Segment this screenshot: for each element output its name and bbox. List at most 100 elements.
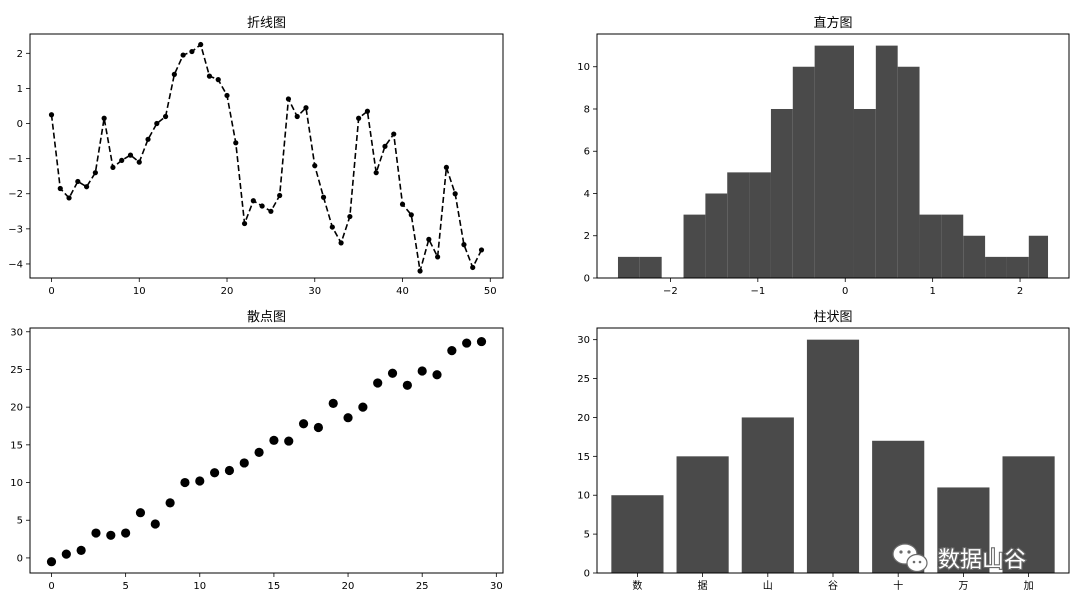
line-point <box>171 71 177 77</box>
histogram-bar <box>727 172 750 278</box>
x-tick-label: −1 <box>750 286 765 297</box>
scatter-point <box>447 346 457 356</box>
y-tick-label: 15 <box>577 452 590 463</box>
line-point <box>101 115 107 121</box>
y-tick-label: 25 <box>10 365 23 376</box>
scatter-point <box>284 436 294 446</box>
line-point <box>443 164 449 171</box>
y-tick-label: 4 <box>584 189 590 200</box>
line-point <box>250 198 256 204</box>
x-tick-label: 2 <box>1017 286 1023 297</box>
histogram-bar <box>853 108 876 279</box>
line-point <box>417 268 423 274</box>
bar <box>611 495 664 573</box>
scatter-point <box>432 370 442 380</box>
line-point <box>277 192 283 199</box>
y-tick-label: 25 <box>577 374 590 385</box>
y-tick-label: 5 <box>17 516 23 527</box>
line-point <box>382 143 388 149</box>
scatter-point <box>121 528 131 538</box>
x-tick-label: 50 <box>484 286 497 297</box>
bar <box>676 456 729 573</box>
line-point <box>224 92 230 99</box>
x-tick-label: 15 <box>268 581 281 592</box>
axes-frame <box>29 33 504 279</box>
y-tick-label: −2 <box>8 189 23 200</box>
histogram-bar <box>897 66 920 278</box>
x-tick-label: 10 <box>133 286 146 297</box>
x-tick-label: 30 <box>308 286 321 297</box>
axes-frame <box>596 327 1070 574</box>
scatter-point <box>476 336 487 347</box>
bar <box>741 417 794 573</box>
scatter-point <box>269 435 279 445</box>
scatter-point <box>135 508 146 518</box>
line-point <box>259 203 265 209</box>
scatter-point <box>462 338 472 348</box>
line-point <box>127 152 134 158</box>
x-tick-label: 据 <box>698 579 708 592</box>
scatter-point <box>150 519 160 529</box>
scatter-point <box>106 530 116 540</box>
line-point <box>162 113 169 120</box>
x-tick-label: 1 <box>929 286 935 297</box>
line-point <box>399 201 406 207</box>
line-point <box>119 157 125 163</box>
line-point <box>364 108 371 114</box>
y-tick-label: −4 <box>8 259 23 270</box>
histogram-bar <box>749 172 771 278</box>
histogram-bar <box>875 45 898 278</box>
chart-title: 直方图 <box>813 15 852 31</box>
y-tick-label: 30 <box>577 335 590 346</box>
histogram-bar <box>941 214 964 278</box>
y-tick-label: −1 <box>8 154 23 165</box>
scatter-point <box>210 468 220 478</box>
scatter-point <box>402 380 412 390</box>
watermark: 数据山谷 <box>892 543 1027 574</box>
x-tick-label: 30 <box>490 581 503 592</box>
histogram-bar <box>919 214 942 278</box>
chart-3: 散点图 0 5 10 15 20 25 30 0 5 10 15 20 25 30 <box>10 310 504 592</box>
line-point <box>320 194 327 200</box>
line-point <box>470 264 476 271</box>
line-point <box>408 212 414 218</box>
scatter-point <box>254 447 264 457</box>
chart-title: 折线图 <box>247 16 286 31</box>
y-tick-label: 8 <box>584 104 590 115</box>
line-point <box>435 254 441 260</box>
line-point <box>312 163 318 169</box>
scatter-point <box>298 419 309 429</box>
wechat-icon <box>892 543 928 573</box>
x-tick-label: 十 <box>893 579 903 592</box>
scatter-point <box>224 465 235 476</box>
line-point <box>241 220 248 227</box>
line-point <box>145 136 151 142</box>
series-line <box>50 43 483 272</box>
line-point <box>452 191 458 197</box>
line-point <box>189 48 195 55</box>
line-point <box>57 185 63 192</box>
scatter-point <box>239 458 249 468</box>
line-point <box>347 213 353 220</box>
y-tick-label: 2 <box>584 231 590 242</box>
y-tick-label: 5 <box>584 530 590 541</box>
y-tick-label: 15 <box>10 440 23 451</box>
histogram-bar <box>1006 256 1029 278</box>
scatter-point <box>358 402 368 412</box>
y-tick-label: 1 <box>17 84 23 95</box>
y-tick-label: 10 <box>577 491 590 502</box>
line-point <box>110 164 116 171</box>
scatter-point <box>180 477 190 488</box>
histogram-bar <box>1028 235 1049 278</box>
scatter-point <box>417 366 427 376</box>
x-tick-label: 谷 <box>828 580 838 592</box>
histogram-bar <box>836 45 854 278</box>
histogram-bar <box>814 45 837 278</box>
axes-frame <box>596 33 1070 279</box>
chart-2: 直方图 0 2 4 6 8 10 −2 −1 0 1 2 <box>577 15 1070 297</box>
line-point <box>75 178 81 185</box>
y-tick-label: 0 <box>584 274 590 285</box>
bar <box>937 487 990 573</box>
y-tick-label: 30 <box>10 327 23 338</box>
